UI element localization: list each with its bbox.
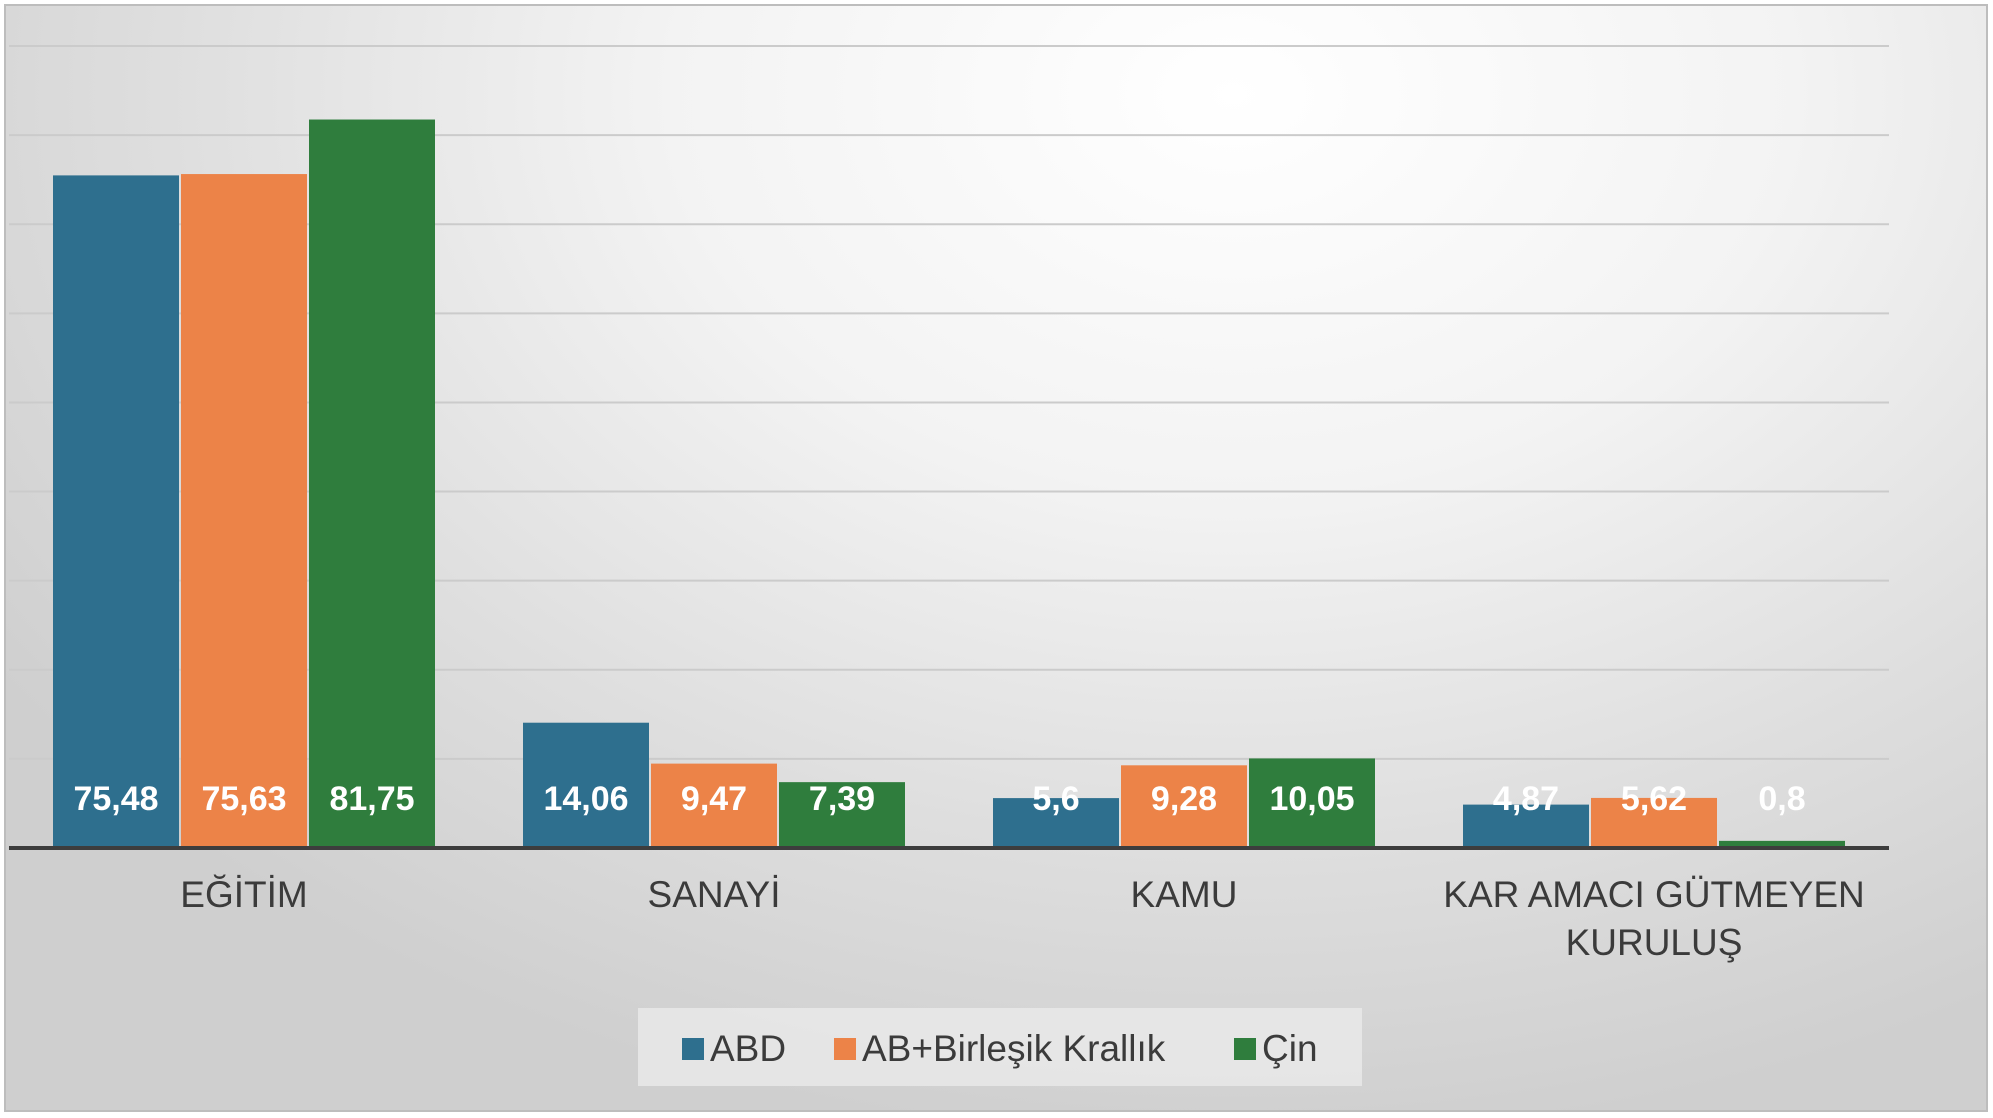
bar [1591,797,1717,848]
category-label-line: KURULUŞ [1566,922,1743,963]
bars [53,119,1845,849]
legend-label: ABD [710,1028,786,1069]
category-label: KAR AMACI GÜTMEYEN KURULUŞ [1443,874,1864,963]
data-label: 4,87 [1493,780,1559,818]
legend-swatch [1234,1038,1256,1060]
data-label: 5,6 [1032,780,1079,818]
data-label: 9,28 [1151,780,1217,818]
category-labels: EĞİTİM SANAYİ KAMU KAR AMACI GÜTMEYEN KURULU… [180,874,1864,963]
category-label: KAMU [1131,874,1238,915]
chart-area: 75,48 75,63 81,75 14,06 9,47 7,39 5,6 9,28 10,05… [4,4,1988,1112]
legend-swatch [834,1038,856,1060]
category-label-line: KAMU [1131,874,1238,915]
data-label: 7,39 [809,780,875,818]
data-label: 9,47 [681,780,747,818]
data-label: 75,48 [73,780,158,818]
data-label: 81,75 [329,780,414,818]
bar [53,175,179,848]
bar [181,174,307,848]
legend-swatch [682,1038,704,1060]
category-label: SANAYİ [648,874,781,915]
category-label-line: EĞİTİM [180,874,307,915]
category-label: EĞİTİM [180,874,307,915]
legend-label: Çin [1262,1028,1318,1069]
data-label: 10,05 [1269,780,1354,818]
bar [1463,804,1589,848]
bar [309,119,435,849]
legend-label: AB+Birleşik Krallık [862,1028,1166,1069]
bar [523,722,649,848]
data-label: 75,63 [201,780,286,818]
data-label: 0,8 [1758,780,1805,818]
bar [779,782,905,848]
bar [651,763,777,848]
data-labels: 75,48 75,63 81,75 14,06 9,47 7,39 5,6 9,28 10,05… [73,780,1805,818]
bar [1719,840,1845,848]
bar [1249,758,1375,848]
category-label-line: KAR AMACI GÜTMEYEN [1443,874,1864,915]
bar [993,798,1119,848]
bar-chart: 75,48 75,63 81,75 14,06 9,47 7,39 5,6 9,28 10,05… [9,45,1889,1086]
bar [1121,765,1247,848]
data-label: 14,06 [543,780,628,818]
category-label-line: SANAYİ [648,874,781,915]
legend: ABD AB+Birleşik Krallık Çin [638,1008,1362,1086]
data-label: 5,62 [1621,780,1687,818]
